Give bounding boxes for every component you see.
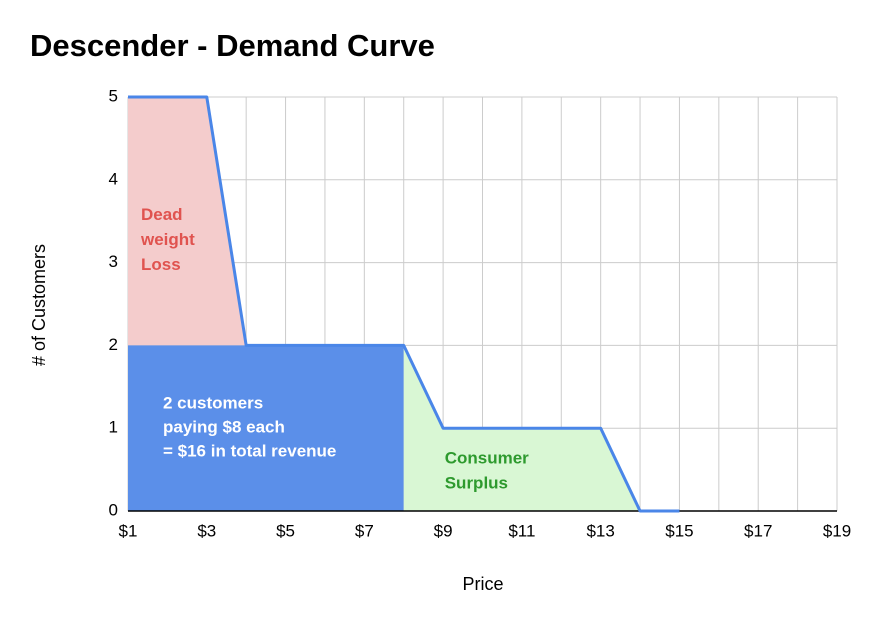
x-tick-label: $11 [508, 521, 535, 540]
area-label: paying $8 each [163, 417, 285, 436]
y-tick-label: 3 [109, 252, 118, 271]
shaded-area [128, 97, 247, 346]
y-tick-label: 4 [109, 169, 118, 188]
area-label: Dead [141, 205, 183, 224]
demand-line [128, 95, 680, 513]
y-tick-label: 5 [109, 86, 118, 105]
x-tick-label: $1 [119, 521, 138, 540]
area-label: Consumer [445, 448, 529, 467]
y-axis-label: # of Customers [29, 244, 49, 366]
area-label: weight [140, 230, 195, 249]
chart-title: Descender - Demand Curve [30, 28, 435, 63]
area-label: Loss [141, 255, 181, 274]
x-tick-label: $13 [586, 521, 614, 540]
x-tick-label: $19 [823, 521, 851, 540]
x-tick-label: $9 [434, 521, 453, 540]
x-tick-label: $7 [355, 521, 374, 540]
shaded-area [128, 345, 404, 511]
area-label: Surplus [445, 473, 508, 492]
x-tick-label: $17 [744, 521, 772, 540]
y-tick-label: 0 [109, 500, 118, 519]
x-axis-label: Price [462, 574, 503, 594]
area-label: 2 customers [163, 393, 263, 412]
y-tick-label: 1 [109, 418, 118, 437]
x-tick-label: $15 [665, 521, 693, 540]
x-tick-label: $3 [197, 521, 216, 540]
y-tick-label: 2 [109, 335, 118, 354]
x-tick-label: $5 [276, 521, 295, 540]
area-label: = $16 in total revenue [163, 441, 336, 460]
